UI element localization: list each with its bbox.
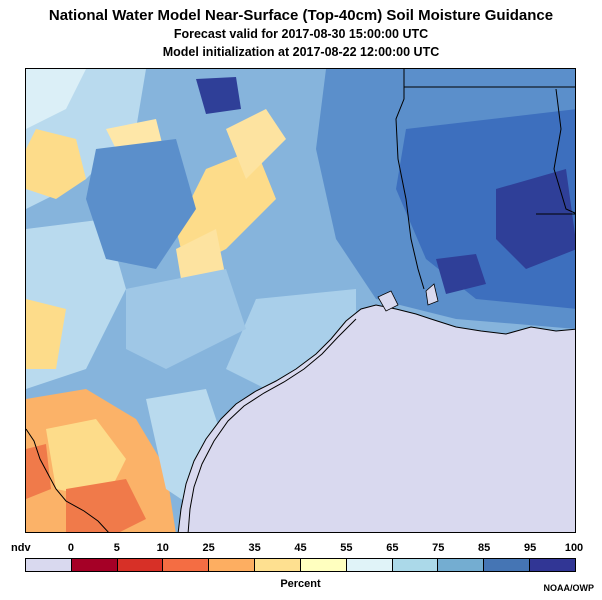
legend-tick-label: 75 [432,542,445,554]
page-title: National Water Model Near-Surface (Top-4… [48,7,554,24]
saturated-patch-3 [436,254,486,294]
state-border-ms [553,88,575,214]
model-init-subtitle: Model initialization at 2017-08-22 12:00… [162,45,440,59]
light-region-inland [126,269,246,369]
light-region-coastal [226,289,356,389]
legend-swatch [163,559,210,571]
legend-swatch [255,559,301,571]
credit-label: NOAA/OWP [543,583,595,593]
legend-swatch [484,559,531,571]
legend-swatch [117,559,164,571]
dry-band-1 [226,109,286,179]
legend-tick-label: 100 [564,542,584,554]
legend-units: Percent [280,578,321,590]
legend-swatch [300,559,347,571]
legend: ndv 0 5 10 25 35 45 55 65 75 85 95 100 Percent [11,542,583,592]
legend-swatch [26,559,72,571]
header: National Water Model Near-Surface (Top-4… [0,7,602,61]
legend-tick-label: 55 [340,542,353,554]
legend-colorbar [25,558,576,572]
pale-region-northwest [26,69,86,129]
legend-tick-label: 65 [386,542,399,554]
forecast-valid-subtitle: Forecast valid for 2017-08-30 15:00:00 U… [173,27,429,41]
legend-swatch [392,559,439,571]
legend-swatch [71,559,118,571]
wet-region-northcentral [86,139,196,269]
legend-tick-label: 25 [202,542,215,554]
legend-tick-label: 5 [113,542,120,554]
barrier-islands [187,318,357,532]
map-canvas [26,69,575,532]
legend-tick-label: 0 [67,542,74,554]
sabine-lake [425,283,439,306]
dry-patch-west [26,299,66,369]
legend-swatch [438,559,485,571]
legend-tick-label: 35 [248,542,261,554]
legend-swatch [209,559,256,571]
driest-patch-south [66,479,146,532]
gulf-of-mexico [177,304,575,532]
driest-patch-southwest [26,444,51,499]
saturated-patch-1 [496,169,575,269]
state-border-tx-la [395,69,425,290]
legend-swatch [530,559,575,571]
legend-tick-label: 45 [294,542,307,554]
soil-moisture-map [25,68,576,533]
legend-tick-label: ndv [11,542,31,554]
galveston-bay [377,290,399,312]
legend-tick-label: 85 [478,542,491,554]
mexico-border [26,428,109,532]
legend-tick-label: 10 [156,542,169,554]
legend-swatch [346,559,393,571]
dry-patch-northwest [26,129,86,199]
legend-tick-label: 95 [523,542,537,554]
dry-patch-south-center [46,419,126,499]
saturated-patch-2 [196,77,241,114]
